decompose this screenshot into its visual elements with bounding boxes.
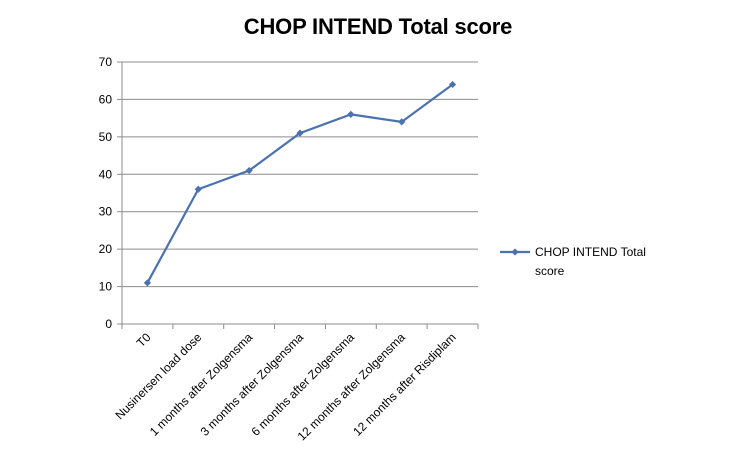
- series-line: [146, 83, 454, 284]
- legend-marker: [511, 248, 519, 256]
- data-point: [143, 279, 152, 287]
- x-tick-label: T0: [134, 330, 154, 350]
- data-point: [194, 185, 202, 193]
- data-point: [245, 166, 253, 175]
- x-tick-label: 1 months after Zolgensma: [147, 330, 256, 439]
- legend-label: CHOP INTEND Total: [535, 245, 646, 259]
- y-tick-label: 0: [105, 317, 112, 331]
- data-point: [448, 80, 457, 89]
- legend-label: score: [535, 264, 565, 278]
- y-tick-label: 20: [99, 242, 113, 256]
- y-tick-label: 60: [99, 92, 113, 106]
- y-tick-label: 70: [99, 55, 113, 69]
- y-tick-label: 30: [99, 205, 113, 219]
- data-point: [398, 118, 406, 126]
- y-tick-label: 10: [99, 280, 113, 294]
- x-tick-label: 12 months after Risdiplam: [350, 330, 458, 438]
- data-point: [347, 110, 355, 118]
- x-tick-label: 6 months after Zolgensma: [249, 330, 358, 439]
- y-tick-label: 40: [99, 167, 113, 181]
- x-tick-label: Nusinersen load dose: [112, 330, 204, 422]
- chart-title: CHOP INTEND Total score: [243, 14, 513, 39]
- data-point: [296, 129, 304, 137]
- x-tick-label: 3 months after Zolgensma: [198, 330, 307, 439]
- y-tick-label: 50: [99, 130, 113, 144]
